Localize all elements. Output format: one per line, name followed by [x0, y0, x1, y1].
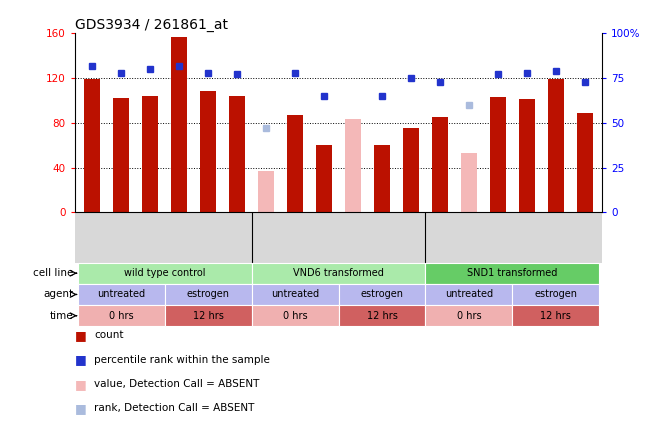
- Text: ■: ■: [75, 353, 87, 366]
- Bar: [316, 145, 332, 212]
- Bar: [461, 153, 477, 212]
- Text: untreated: untreated: [445, 289, 493, 299]
- Text: GDS3934 / 261861_at: GDS3934 / 261861_at: [75, 18, 228, 32]
- Bar: [403, 128, 419, 212]
- Bar: [426, 284, 512, 305]
- Bar: [200, 91, 216, 212]
- Text: percentile rank within the sample: percentile rank within the sample: [94, 355, 270, 365]
- Bar: [251, 262, 426, 284]
- Text: 12 hrs: 12 hrs: [367, 311, 397, 321]
- Bar: [345, 119, 361, 212]
- Bar: [77, 305, 165, 326]
- Bar: [339, 284, 426, 305]
- Bar: [113, 98, 129, 212]
- Text: rank, Detection Call = ABSENT: rank, Detection Call = ABSENT: [94, 404, 255, 413]
- Text: 0 hrs: 0 hrs: [109, 311, 133, 321]
- Text: SND1 transformed: SND1 transformed: [467, 268, 557, 278]
- Text: untreated: untreated: [97, 289, 145, 299]
- Bar: [512, 284, 600, 305]
- Text: ■: ■: [75, 402, 87, 415]
- Text: time: time: [49, 311, 74, 321]
- Text: ■: ■: [75, 329, 87, 342]
- Text: wild type control: wild type control: [124, 268, 206, 278]
- Bar: [374, 145, 390, 212]
- Bar: [251, 284, 339, 305]
- Bar: [339, 305, 426, 326]
- Text: 0 hrs: 0 hrs: [283, 311, 307, 321]
- Bar: [77, 262, 251, 284]
- Text: cell line: cell line: [33, 268, 74, 278]
- Text: value, Detection Call = ABSENT: value, Detection Call = ABSENT: [94, 379, 260, 389]
- Bar: [426, 262, 600, 284]
- Bar: [229, 96, 245, 212]
- Bar: [512, 305, 600, 326]
- Text: VND6 transformed: VND6 transformed: [293, 268, 384, 278]
- Bar: [251, 305, 339, 326]
- Text: estrogen: estrogen: [187, 289, 230, 299]
- Bar: [432, 117, 448, 212]
- Bar: [490, 97, 506, 212]
- Text: ■: ■: [75, 377, 87, 391]
- Text: untreated: untreated: [271, 289, 319, 299]
- Text: 0 hrs: 0 hrs: [456, 311, 481, 321]
- Text: estrogen: estrogen: [534, 289, 577, 299]
- Text: 12 hrs: 12 hrs: [540, 311, 572, 321]
- Text: count: count: [94, 330, 124, 340]
- Text: estrogen: estrogen: [361, 289, 404, 299]
- Bar: [577, 113, 593, 212]
- Text: agent: agent: [43, 289, 74, 299]
- Bar: [258, 171, 274, 212]
- Bar: [165, 284, 251, 305]
- Bar: [287, 115, 303, 212]
- Bar: [426, 305, 512, 326]
- Bar: [548, 79, 564, 212]
- Bar: [165, 305, 251, 326]
- Text: 12 hrs: 12 hrs: [193, 311, 223, 321]
- Bar: [142, 96, 158, 212]
- Bar: [84, 79, 100, 212]
- Bar: [519, 99, 535, 212]
- Bar: [171, 37, 187, 212]
- Bar: [77, 284, 165, 305]
